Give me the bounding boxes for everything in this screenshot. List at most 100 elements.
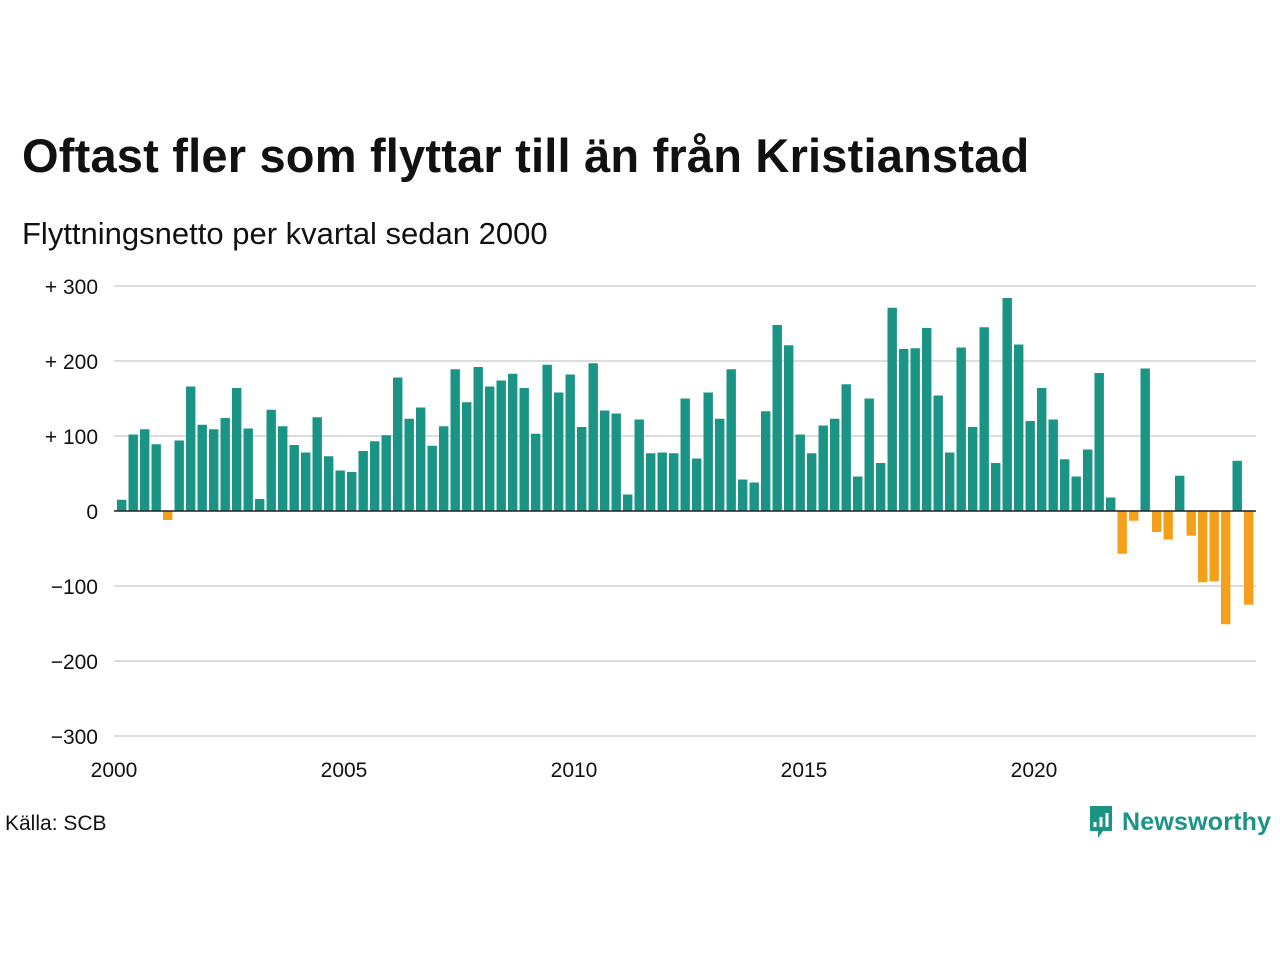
axis-labels: + 300 + 200 + 100 0 −100 −200 −300 2000 2005 2010… bbox=[45, 276, 1058, 782]
bar bbox=[312, 417, 322, 511]
bar bbox=[1221, 511, 1231, 625]
bar bbox=[381, 435, 391, 511]
bar bbox=[186, 386, 196, 511]
bar bbox=[818, 425, 828, 511]
bar bbox=[508, 373, 518, 511]
bar bbox=[289, 445, 299, 511]
bar bbox=[1014, 344, 1024, 511]
bar bbox=[531, 433, 541, 511]
bar bbox=[669, 453, 679, 511]
bar bbox=[1117, 511, 1127, 554]
bar bbox=[151, 444, 161, 511]
bar bbox=[404, 418, 414, 511]
bar bbox=[692, 458, 702, 511]
bar bbox=[945, 452, 955, 511]
bar bbox=[830, 418, 840, 511]
bar bbox=[473, 367, 483, 511]
bar bbox=[876, 463, 886, 511]
bar bbox=[140, 429, 150, 511]
bar bbox=[899, 349, 909, 511]
bar bbox=[565, 374, 575, 511]
brand-logo: Newsworthy bbox=[1088, 804, 1271, 840]
bar bbox=[393, 377, 403, 511]
bar bbox=[646, 453, 656, 511]
bar bbox=[209, 429, 219, 511]
y-tick-label: −300 bbox=[51, 726, 98, 749]
bar bbox=[795, 434, 805, 511]
bar bbox=[600, 410, 610, 511]
bar bbox=[1244, 511, 1254, 605]
x-tick-label: 2020 bbox=[1011, 759, 1058, 782]
bar bbox=[1037, 388, 1047, 511]
bar bbox=[1025, 421, 1035, 511]
chart-title: Oftast fler som flyttar till än från Kri… bbox=[22, 129, 1030, 182]
bar bbox=[933, 395, 943, 511]
bar bbox=[1198, 511, 1208, 583]
brand-name: Newsworthy bbox=[1122, 807, 1272, 836]
newsworthy-logo-icon bbox=[1090, 806, 1112, 838]
source-label: Källa: SCB bbox=[5, 812, 107, 835]
bar bbox=[439, 426, 449, 511]
bar bbox=[1152, 511, 1162, 532]
bar bbox=[611, 413, 621, 511]
bar bbox=[703, 392, 713, 511]
bar bbox=[1002, 298, 1012, 511]
bar bbox=[715, 418, 725, 511]
bar bbox=[807, 453, 817, 511]
bar bbox=[416, 407, 426, 511]
bar bbox=[784, 345, 794, 511]
bar bbox=[1209, 511, 1219, 582]
bar bbox=[968, 427, 978, 511]
bar bbox=[462, 402, 472, 511]
bar bbox=[910, 348, 920, 511]
x-tick-label: 2010 bbox=[551, 759, 598, 782]
y-tick-label: + 100 bbox=[45, 426, 98, 449]
bar bbox=[956, 347, 966, 511]
bar bbox=[358, 451, 368, 511]
y-tick-label: 0 bbox=[86, 501, 98, 524]
bar bbox=[266, 409, 276, 511]
bar bbox=[301, 452, 311, 511]
bar bbox=[853, 476, 863, 511]
bars bbox=[114, 298, 1256, 625]
bar bbox=[991, 463, 1001, 511]
bar bbox=[255, 499, 265, 511]
bar bbox=[1071, 476, 1081, 511]
bar bbox=[1140, 368, 1150, 511]
bar bbox=[197, 424, 207, 511]
bar bbox=[519, 388, 529, 511]
bar bbox=[554, 392, 564, 511]
bar bbox=[680, 398, 690, 511]
bar bbox=[1106, 497, 1116, 511]
bar bbox=[370, 441, 380, 511]
bar bbox=[1232, 460, 1242, 511]
bar bbox=[1060, 459, 1070, 511]
bar bbox=[922, 328, 932, 511]
bar bbox=[117, 499, 127, 511]
bar bbox=[588, 363, 598, 511]
bar bbox=[278, 426, 288, 511]
bar bbox=[232, 388, 242, 511]
y-tick-label: + 200 bbox=[45, 351, 98, 374]
bar bbox=[1129, 511, 1139, 521]
bar bbox=[1083, 449, 1093, 511]
bar bbox=[1175, 475, 1185, 511]
x-tick-label: 2015 bbox=[781, 759, 828, 782]
bar bbox=[485, 386, 495, 511]
bar bbox=[1163, 511, 1173, 540]
bar bbox=[324, 456, 334, 511]
bar bbox=[749, 482, 759, 511]
bar bbox=[841, 384, 851, 511]
bar bbox=[726, 369, 736, 511]
bar bbox=[427, 445, 437, 511]
y-tick-label: −200 bbox=[51, 651, 98, 674]
y-tick-label: −100 bbox=[51, 576, 98, 599]
bar bbox=[1186, 511, 1196, 536]
bar bbox=[335, 470, 345, 511]
bar bbox=[1094, 373, 1104, 511]
bar bbox=[577, 427, 587, 511]
bar bbox=[761, 411, 771, 511]
bar bbox=[347, 472, 357, 511]
bar bbox=[243, 428, 253, 511]
bar bbox=[163, 511, 173, 520]
